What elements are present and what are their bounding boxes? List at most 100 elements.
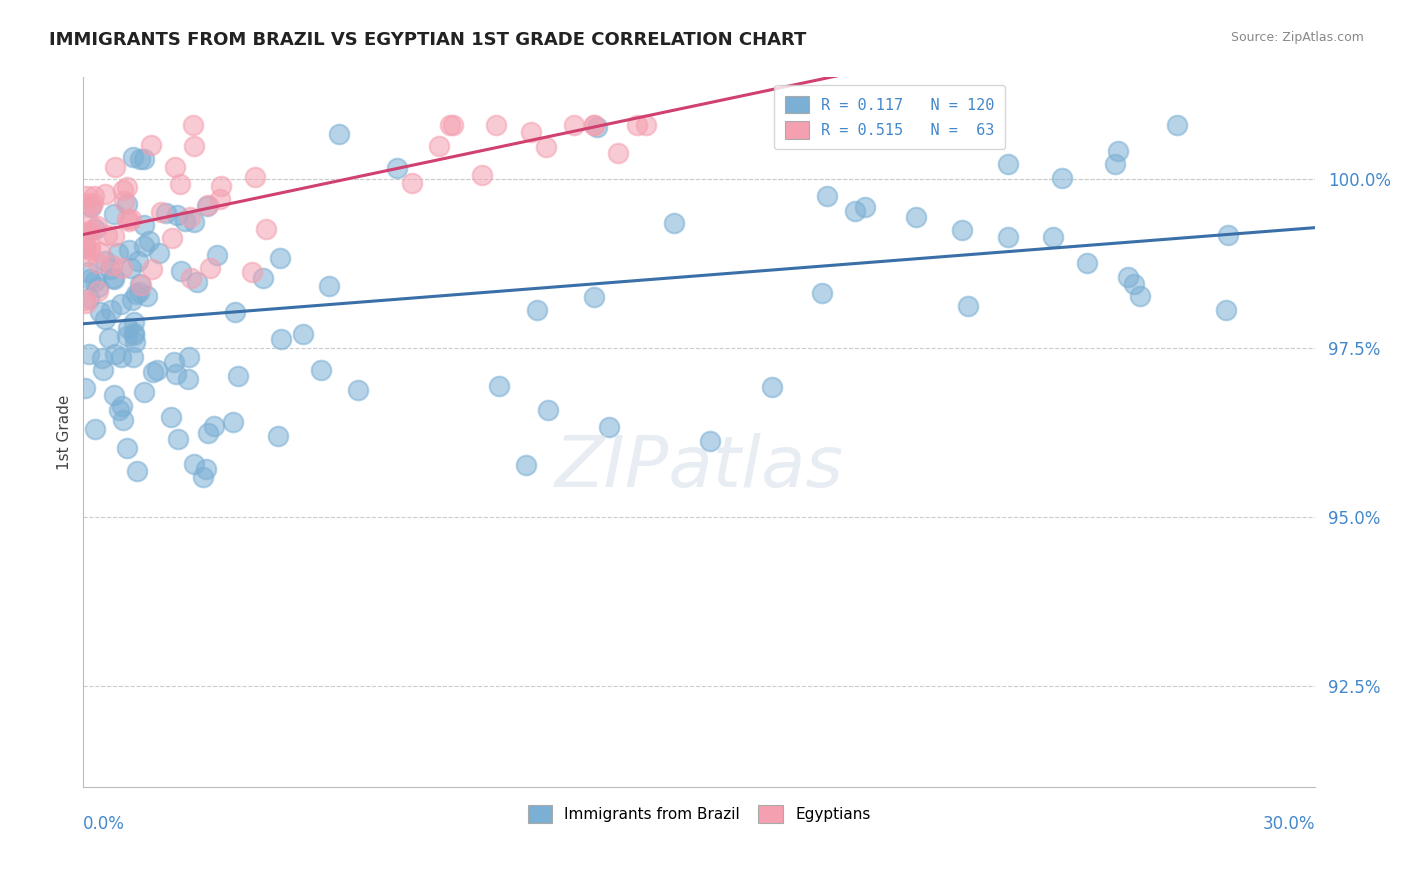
Point (252, 271, 274, 285)
Point (82, 195, 104, 210)
Point (128, 285, 150, 299)
Point (224, 305, 246, 319)
Point (183, 118, 205, 132)
Point (104, 347, 127, 361)
Point (598, 420, 620, 434)
Point (103, 387, 125, 401)
Point (115, 180, 138, 194)
Point (1076, 256, 1098, 270)
Point (209, 178, 232, 193)
Point (121, 293, 143, 308)
Point (103, 229, 125, 244)
Point (108, 403, 131, 417)
Point (165, 160, 187, 174)
Point (94, 187, 117, 202)
Point (1166, 118, 1188, 132)
Point (94, 254, 117, 268)
Point (100, 303, 122, 318)
Point (226, 368, 249, 383)
Point (110, 399, 132, 413)
Point (125, 464, 148, 478)
Point (80, 199, 103, 213)
Point (209, 192, 232, 206)
Point (853, 200, 876, 214)
Point (160, 410, 183, 425)
Point (118, 214, 141, 228)
Point (1218, 228, 1240, 243)
Point (166, 432, 188, 446)
Point (583, 118, 606, 132)
Point (110, 297, 132, 311)
Point (87, 255, 110, 269)
Point (318, 279, 340, 293)
Y-axis label: 1st Grade: 1st Grade (58, 394, 72, 470)
Point (582, 290, 605, 304)
Point (91, 362, 114, 376)
Point (83, 188, 105, 202)
Text: 0.0%: 0.0% (83, 815, 125, 833)
Point (626, 118, 648, 132)
Point (117, 441, 139, 455)
Point (121, 351, 143, 365)
Point (328, 127, 350, 141)
Point (77, 225, 100, 239)
Point (79, 272, 101, 286)
Point (292, 326, 315, 341)
Point (177, 350, 200, 364)
Point (103, 272, 125, 286)
Point (132, 238, 155, 252)
Point (536, 140, 558, 154)
Point (183, 457, 205, 471)
Point (662, 216, 685, 230)
Point (91, 351, 114, 366)
Point (183, 215, 205, 229)
Point (135, 289, 157, 303)
Point (150, 205, 173, 219)
Point (117, 197, 139, 211)
Point (111, 413, 134, 427)
Point (79, 217, 101, 231)
Point (485, 118, 508, 132)
Point (183, 139, 205, 153)
Point (84, 274, 107, 288)
Point (470, 168, 492, 182)
Point (169, 177, 191, 191)
Text: IMMIGRANTS FROM BRAZIL VS EGYPTIAN 1ST GRADE CORRELATION CHART: IMMIGRANTS FROM BRAZIL VS EGYPTIAN 1ST G… (49, 31, 807, 49)
Point (146, 363, 169, 377)
Point (97, 330, 120, 344)
Point (186, 275, 208, 289)
Point (75, 295, 97, 310)
Point (1215, 302, 1237, 317)
Point (129, 153, 152, 167)
Point (125, 286, 148, 301)
Point (129, 278, 152, 293)
Point (193, 470, 215, 484)
Point (270, 332, 292, 346)
Point (240, 265, 263, 279)
Point (165, 367, 187, 381)
Point (160, 231, 183, 245)
Point (103, 207, 125, 221)
Legend: Immigrants from Brazil, Egyptians: Immigrants from Brazil, Egyptians (522, 799, 876, 829)
Point (198, 261, 221, 276)
Point (1123, 277, 1146, 291)
Point (179, 210, 201, 224)
Point (87, 284, 110, 298)
Point (77, 223, 100, 237)
Point (138, 234, 160, 248)
Point (347, 383, 370, 397)
Point (89, 304, 111, 318)
Point (80, 201, 103, 215)
Point (76, 196, 98, 211)
Point (104, 161, 127, 175)
Point (197, 425, 219, 440)
Text: 30.0%: 30.0% (1263, 815, 1315, 833)
Point (439, 118, 461, 132)
Point (1042, 230, 1064, 244)
Point (134, 384, 156, 399)
Point (997, 157, 1019, 171)
Point (75, 293, 97, 308)
Point (586, 120, 609, 135)
Point (84, 422, 107, 436)
Point (243, 169, 266, 184)
